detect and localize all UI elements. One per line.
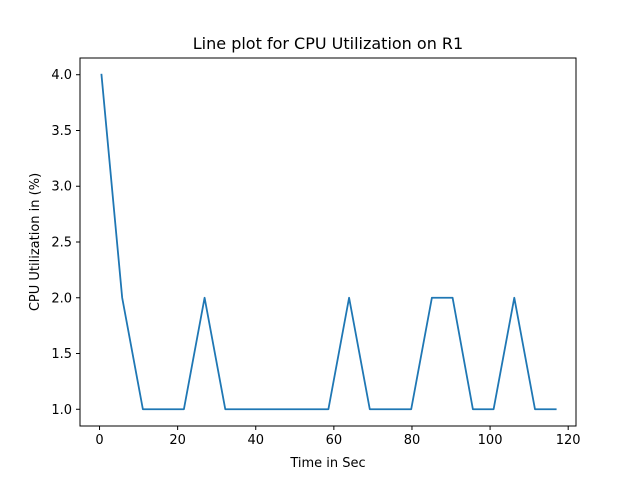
y-tick-label: 1.0	[51, 403, 72, 418]
y-tick-label: 1.5	[51, 347, 72, 362]
chart-title: Line plot for CPU Utilization on R1	[193, 34, 463, 53]
y-tick-label: 3.0	[51, 180, 72, 195]
x-tick-label: 40	[247, 433, 264, 448]
x-tick-label: 0	[95, 433, 103, 448]
y-tick-label: 2.5	[51, 236, 72, 251]
x-tick-label: 120	[556, 433, 581, 448]
x-tick-label: 80	[404, 433, 421, 448]
x-axis-title: Time in Sec	[289, 456, 365, 471]
y-tick-label: 4.0	[51, 68, 72, 83]
axes: 0 20 40 60 80 100 120 1.0 1.5 2.0 2.5 3.0 3.5 4.0	[51, 57, 581, 448]
plot-area	[100, 73, 557, 411]
y-tick-label: 3.5	[51, 124, 72, 139]
x-tick-label: 60	[326, 433, 343, 448]
y-axis-title: CPU Utilization in (%)	[28, 173, 43, 311]
series-line	[100, 73, 557, 411]
y-tick-label: 2.0	[51, 291, 72, 306]
x-tick-label: 100	[478, 433, 503, 448]
x-tick-label: 20	[169, 433, 186, 448]
